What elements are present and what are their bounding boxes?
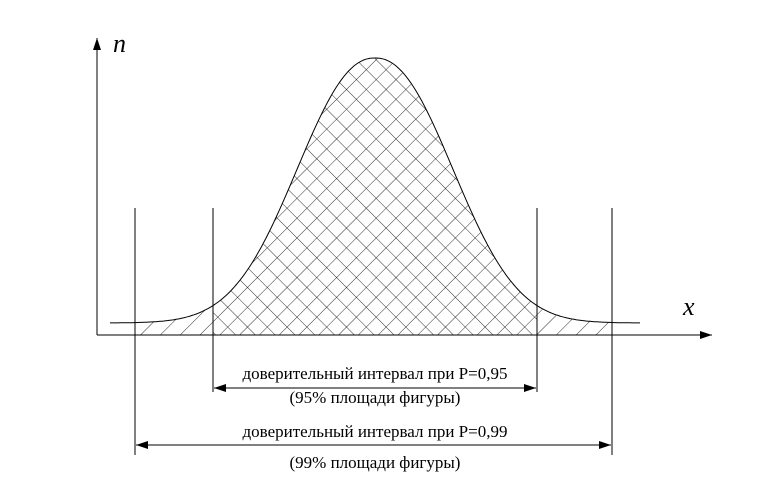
- interval-note: (99% площади фигуры): [290, 453, 461, 472]
- interval-label: доверительный интервал при P=0,95: [243, 364, 508, 383]
- interval-note: (95% площади фигуры): [290, 388, 461, 407]
- x-axis-label: x: [682, 292, 695, 321]
- interval-label: доверительный интервал при P=0,99: [243, 422, 508, 441]
- center-crosshatch: [213, 58, 537, 335]
- distribution-curve: [110, 57, 640, 324]
- y-axis-label: n: [113, 29, 126, 58]
